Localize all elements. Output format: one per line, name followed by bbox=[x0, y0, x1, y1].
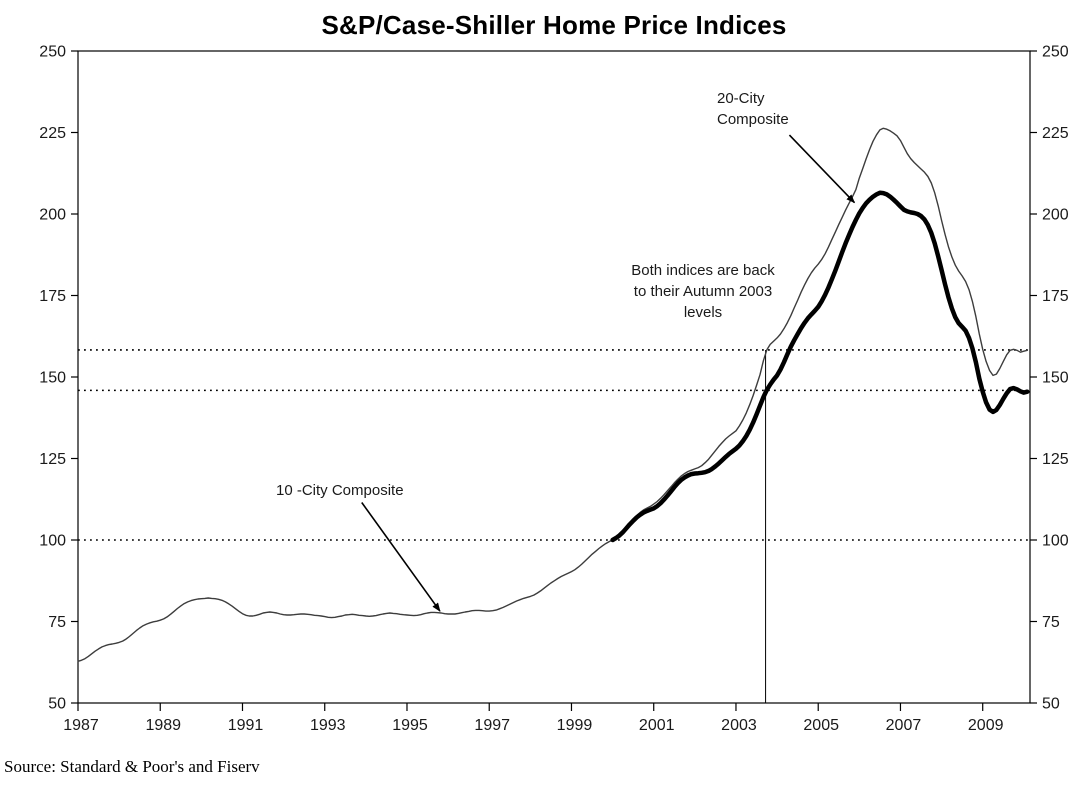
annotation-both-indices: Both indices are back to their Autumn 20… bbox=[603, 260, 803, 323]
y-tick-label-left: 150 bbox=[39, 370, 66, 387]
annotation-line: Composite bbox=[717, 111, 789, 128]
y-tick-label-left: 200 bbox=[39, 207, 66, 224]
annotation-20-city-composite: 20-City Composite bbox=[717, 88, 789, 130]
x-tick-label: 2005 bbox=[803, 717, 839, 734]
y-tick-label-right: 225 bbox=[1042, 125, 1069, 142]
x-tick-label: 2007 bbox=[886, 717, 922, 734]
y-tick-label-left: 250 bbox=[39, 44, 66, 61]
y-tick-label-right: 50 bbox=[1042, 696, 1060, 713]
chart-svg: 50 50 75 75 100 100 125 125 150 150 175 175 200 200 22… bbox=[39, 44, 1069, 735]
x-tick-label: 1997 bbox=[474, 717, 510, 734]
y-tick-label-left: 175 bbox=[39, 288, 66, 305]
y-tick-label-right: 150 bbox=[1042, 370, 1069, 387]
series-line-20-city bbox=[610, 190, 1030, 543]
source-note: Source: Standard & Poor's and Fiserv bbox=[4, 757, 260, 776]
annotation-line: to their Autumn 2003 bbox=[633, 283, 773, 300]
y-tick-label-right: 75 bbox=[1042, 614, 1060, 631]
y-tick-label-right: 250 bbox=[1042, 44, 1069, 61]
annotation-line: Both indices are back bbox=[631, 262, 775, 279]
y-tick-label-left: 100 bbox=[39, 533, 66, 550]
x-tick-label: 2003 bbox=[721, 717, 757, 734]
chart-title: S&P/Case-Shiller Home Price Indices bbox=[321, 10, 787, 40]
x-tick-label: 1999 bbox=[557, 717, 593, 734]
annotation-arrow bbox=[788, 134, 856, 204]
x-tick-label: 1995 bbox=[392, 717, 428, 734]
x-tick-label: 1989 bbox=[145, 717, 181, 734]
y-tick-label-left: 225 bbox=[39, 125, 66, 142]
x-tick-label: 1993 bbox=[310, 717, 346, 734]
annotation-10-city-composite: 10 -City Composite bbox=[276, 480, 404, 501]
x-tick-label: 2009 bbox=[968, 717, 1004, 734]
series-line-10-city bbox=[77, 127, 1029, 662]
y-tick-label-right: 175 bbox=[1042, 288, 1069, 305]
y-tick-label-right: 125 bbox=[1042, 451, 1069, 468]
annotation-line: 10 -City Composite bbox=[276, 482, 404, 499]
x-tick-label: 1987 bbox=[63, 717, 99, 734]
y-tick-label-left: 50 bbox=[48, 696, 66, 713]
annotation-arrow bbox=[361, 502, 441, 612]
y-tick-label-left: 75 bbox=[48, 614, 66, 631]
annotation-line: levels bbox=[683, 304, 723, 321]
y-tick-label-left: 125 bbox=[39, 451, 66, 468]
plot-border bbox=[77, 50, 1031, 704]
y-tick-label-right: 100 bbox=[1042, 533, 1069, 550]
x-tick-label: 2001 bbox=[639, 717, 675, 734]
y-tick-label-right: 200 bbox=[1042, 207, 1069, 224]
annotation-line: 20-City bbox=[717, 90, 765, 107]
x-tick-label: 1991 bbox=[228, 717, 264, 734]
